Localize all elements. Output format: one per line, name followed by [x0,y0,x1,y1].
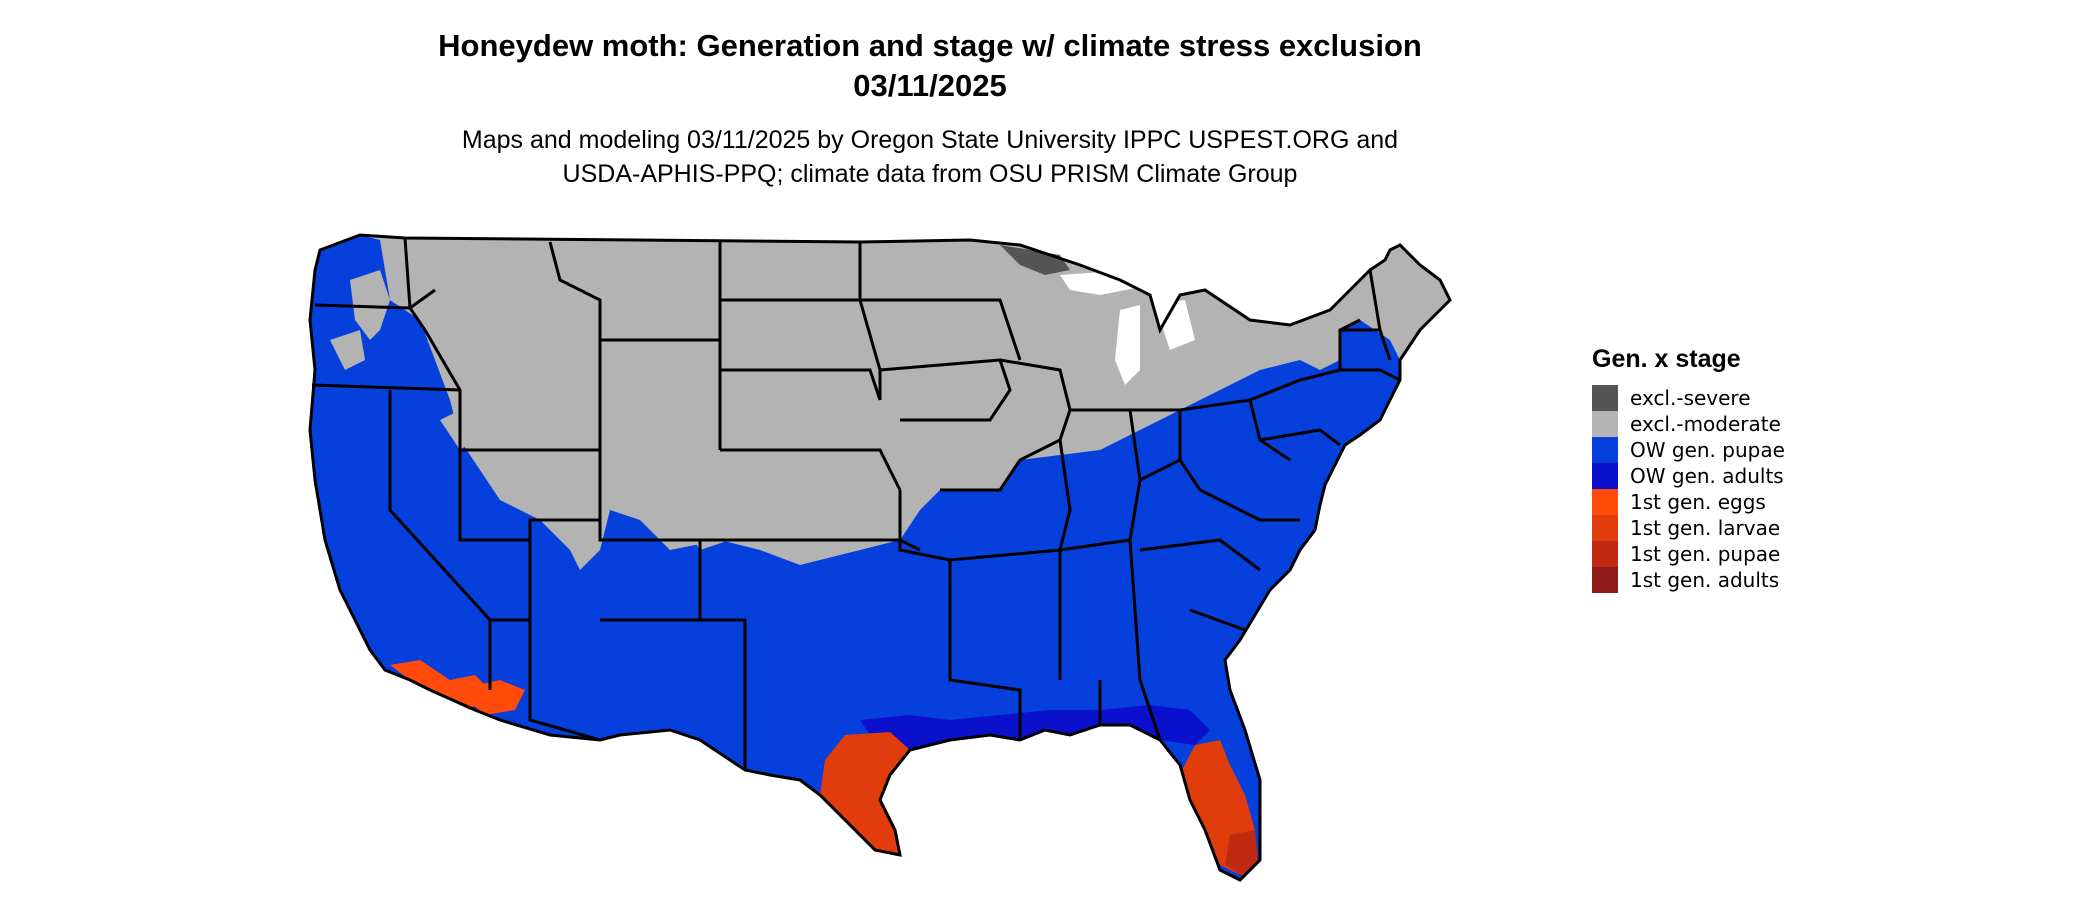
region-az-eggs [455,680,525,715]
legend-swatch [1592,489,1618,515]
legend-swatch [1592,437,1618,463]
lake-superior [1060,270,1150,295]
region-texas-larvae [820,732,910,855]
excluded-severe-mn [1000,245,1070,275]
excluded-rockies [390,280,620,520]
legend-label: excl.-moderate [1630,412,1781,436]
map-subtitle-line2: USDA-APHIS-PPQ; climate data from OSU PR… [562,160,1298,188]
map-title: Honeydew moth: Generation and stage w/ c… [438,28,1422,63]
legend-label: excl.-severe [1630,386,1751,410]
legend-label: 1st gen. eggs [1630,490,1766,514]
excluded-sierra [350,270,390,340]
legend-swatch [1592,411,1618,437]
lake-huron [1155,300,1195,350]
legend-swatch [1592,385,1618,411]
legend-label: OW gen. adults [1630,464,1784,488]
legend-swatch [1592,515,1618,541]
excluded-patch-1 [330,330,365,370]
legend-label: OW gen. pupae [1630,438,1785,462]
state-borders [308,233,1452,882]
legend-label: 1st gen. pupae [1630,542,1781,566]
map-subtitle-line1: Maps and modeling 03/11/2025 by Oregon S… [461,126,1399,154]
map-date: 03/11/2025 [853,68,1007,103]
lake-michigan [1115,305,1140,385]
legend-swatch [1592,541,1618,567]
region-florida-pupae [1225,830,1258,876]
legend-swatch [1592,567,1618,593]
region-gulf-ow-adults [860,705,1210,750]
legend-label: 1st gen. adults [1630,568,1780,592]
us-map [308,233,1452,882]
legend: Gen. x stage excl.-severe excl.-moderate O… [1592,345,1892,595]
excluded-patch-2 [440,400,490,450]
legend-title: Gen. x stage [1592,345,1741,373]
legend-swatch [1592,463,1618,489]
legend-label: 1st gen. larvae [1630,516,1781,540]
